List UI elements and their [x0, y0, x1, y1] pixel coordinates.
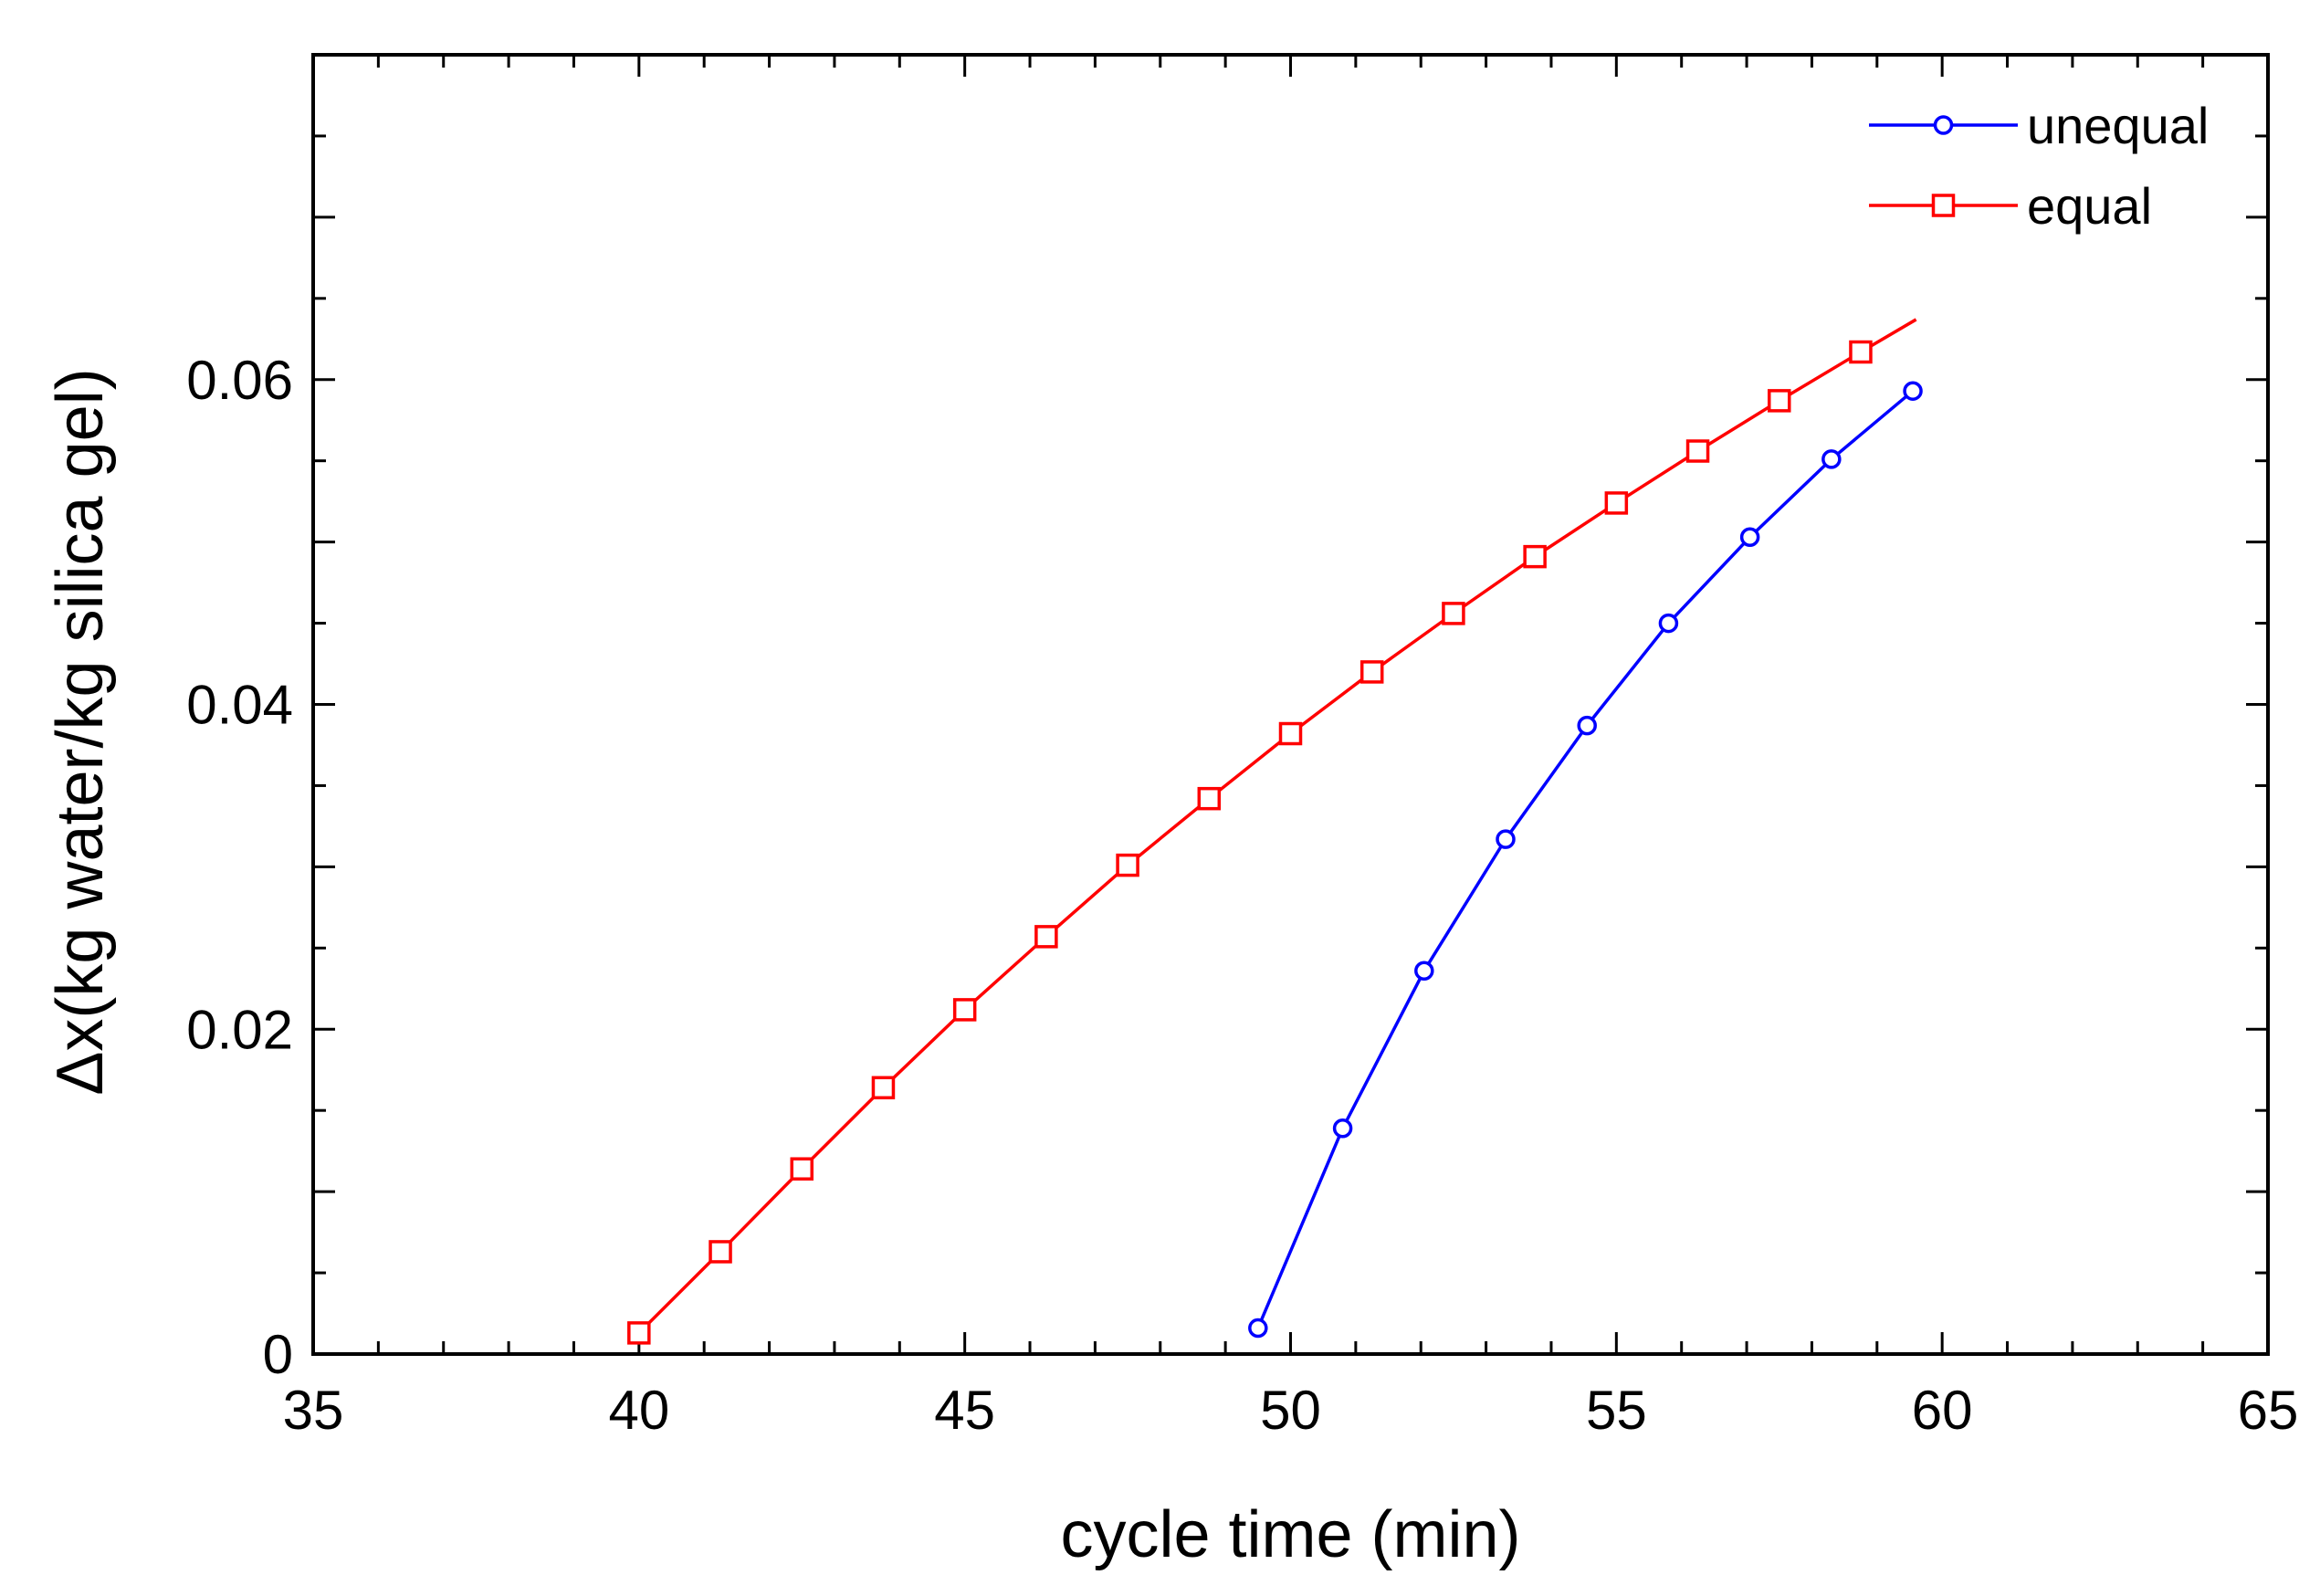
series-equal — [627, 318, 1917, 1345]
data-point-equal — [1034, 925, 1058, 949]
series-layer — [627, 318, 1923, 1345]
x-tick-label: 55 — [1586, 1380, 1647, 1441]
x-tick-label: 65 — [2238, 1380, 2299, 1441]
data-point-equal — [709, 1240, 732, 1264]
data-point-unequal — [1821, 449, 1842, 469]
data-point-equal — [1604, 491, 1629, 515]
x-tick-label: 40 — [608, 1380, 669, 1441]
y-tick-label: 0.04 — [186, 675, 293, 736]
legend-label-unequal: unequal — [2027, 97, 2209, 154]
data-point-equal — [952, 998, 977, 1022]
data-point-equal — [1768, 389, 1791, 413]
x-axis-title: cycle time (min) — [1060, 1498, 1520, 1571]
y-tick-label: 0.02 — [186, 999, 293, 1060]
data-point-unequal — [1332, 1118, 1353, 1139]
series-unequal — [1248, 381, 1923, 1339]
axis-labels: 35 40 45 50 55 60 65 0 0.02 0.04 0.06 — [186, 350, 2298, 1441]
legend-marker-unequal — [1933, 115, 1954, 135]
y-tick-label: 0 — [263, 1324, 293, 1385]
legend-marker-equal — [1931, 194, 1956, 217]
data-point-equal — [627, 1321, 651, 1345]
data-point-equal — [1278, 721, 1303, 746]
data-point-unequal — [1248, 1318, 1268, 1339]
data-point-equal — [1523, 544, 1547, 569]
data-point-equal — [1359, 660, 1384, 684]
x-tick-label: 45 — [934, 1380, 995, 1441]
y-tick-label: 0.06 — [186, 350, 293, 411]
data-point-equal — [790, 1157, 814, 1181]
y-axis-title: Δx(kg water/kg silica gel) — [44, 368, 117, 1095]
x-tick-label: 50 — [1260, 1380, 1321, 1441]
data-point-unequal — [1903, 381, 1923, 401]
data-point-equal — [1849, 340, 1873, 364]
data-point-unequal — [1577, 715, 1597, 736]
x-tick-label: 35 — [283, 1380, 344, 1441]
x-tick-label: 60 — [1912, 1380, 1973, 1441]
legend: unequal equal — [1869, 97, 2209, 235]
data-point-equal — [1685, 439, 1710, 463]
legend-label-equal: equal — [2027, 177, 2152, 235]
plot-frame — [311, 53, 2270, 1356]
data-point-unequal — [1414, 961, 1434, 981]
data-point-equal — [1116, 853, 1139, 877]
data-point-unequal — [1658, 613, 1679, 634]
data-point-equal — [871, 1076, 896, 1100]
data-point-equal — [1197, 786, 1222, 811]
data-point-equal — [1442, 602, 1465, 625]
data-point-unequal — [1739, 527, 1760, 548]
data-point-unequal — [1496, 829, 1516, 849]
